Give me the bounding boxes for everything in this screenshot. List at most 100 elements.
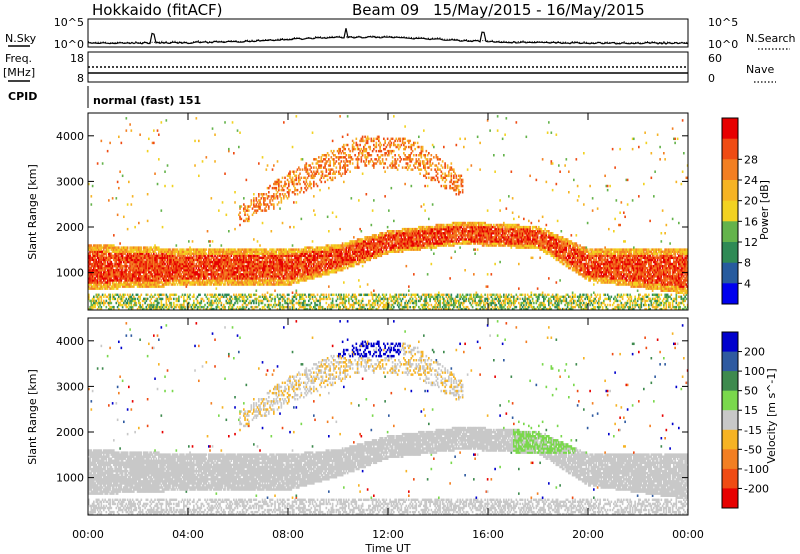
power-cell bbox=[235, 299, 238, 303]
power-cell bbox=[328, 273, 330, 276]
power-cell bbox=[314, 260, 316, 264]
power-cell bbox=[316, 262, 319, 266]
power-cell bbox=[249, 299, 251, 303]
power-cell bbox=[213, 283, 215, 286]
power-cell bbox=[299, 303, 301, 307]
power-cell bbox=[348, 307, 350, 311]
power-cell bbox=[133, 277, 135, 280]
power-cell bbox=[155, 307, 158, 311]
power-cell bbox=[284, 277, 286, 280]
power-cell bbox=[160, 281, 163, 284]
power-cell bbox=[314, 258, 316, 262]
power-cell bbox=[201, 275, 204, 278]
power-cell bbox=[98, 246, 100, 249]
power-cell bbox=[208, 264, 210, 268]
power-cell bbox=[194, 258, 196, 262]
power-cell bbox=[189, 248, 191, 251]
power-cell bbox=[325, 271, 328, 274]
power-cell bbox=[99, 301, 101, 305]
power-cell bbox=[266, 273, 269, 276]
power-cell bbox=[210, 295, 213, 299]
power-cell bbox=[169, 252, 171, 255]
power-cell bbox=[194, 252, 196, 255]
power-cell bbox=[294, 277, 296, 280]
power-cell bbox=[234, 191, 236, 194]
power-cell bbox=[283, 184, 285, 188]
power-cell bbox=[228, 256, 230, 260]
power-cell bbox=[239, 258, 241, 262]
power-cell bbox=[196, 295, 199, 299]
power-cell bbox=[186, 293, 189, 297]
power-cell bbox=[315, 166, 318, 169]
power-cell bbox=[130, 252, 133, 255]
power-cell bbox=[289, 248, 291, 251]
power-cell bbox=[325, 162, 328, 165]
power-cell bbox=[303, 279, 305, 282]
power-cell bbox=[356, 258, 359, 262]
power-cell bbox=[320, 269, 323, 272]
power-cell bbox=[133, 303, 135, 307]
power-cell bbox=[154, 285, 156, 288]
power-cell bbox=[248, 258, 250, 262]
power-cell bbox=[309, 277, 311, 280]
power-cell bbox=[93, 285, 95, 288]
power-cell bbox=[266, 279, 269, 282]
power-cell bbox=[348, 156, 350, 159]
power-cell bbox=[131, 260, 134, 264]
power-cell bbox=[236, 262, 239, 266]
power-cell bbox=[111, 197, 114, 200]
power-cell bbox=[90, 305, 93, 309]
power-cell bbox=[90, 301, 93, 305]
power-cell bbox=[104, 275, 106, 278]
power-cell bbox=[135, 279, 138, 282]
power-cell bbox=[329, 266, 331, 270]
power-cell bbox=[180, 283, 183, 286]
power-cell bbox=[291, 182, 294, 186]
power-cell bbox=[214, 293, 216, 297]
power-cell bbox=[310, 186, 313, 190]
power-cell bbox=[95, 287, 98, 290]
power-cell bbox=[264, 256, 266, 260]
power-cell bbox=[129, 277, 131, 280]
power-cell bbox=[224, 281, 226, 284]
power-cell bbox=[169, 281, 171, 284]
power-cell bbox=[239, 281, 241, 284]
power-cell bbox=[223, 266, 225, 270]
power-cell bbox=[168, 254, 170, 258]
power-cell bbox=[221, 269, 224, 272]
power-cell bbox=[184, 264, 186, 268]
power-cell bbox=[230, 271, 233, 274]
power-cell bbox=[269, 279, 271, 282]
power-cell bbox=[305, 303, 308, 307]
power-cell bbox=[271, 283, 274, 286]
power-cell bbox=[196, 277, 199, 280]
power-cell bbox=[156, 258, 159, 262]
power-cell bbox=[244, 254, 246, 258]
power-cell bbox=[321, 273, 324, 276]
power-cell bbox=[95, 275, 98, 278]
power-cell bbox=[258, 254, 260, 258]
power-cell bbox=[91, 297, 94, 301]
power-cell bbox=[250, 266, 253, 270]
power-cell bbox=[305, 271, 308, 274]
power-cell bbox=[251, 264, 254, 268]
power-cell bbox=[148, 248, 150, 251]
power-cell bbox=[344, 295, 346, 299]
power-cell bbox=[308, 260, 310, 264]
power-cell bbox=[289, 277, 291, 280]
power-cell bbox=[254, 205, 256, 208]
power-cell bbox=[110, 248, 113, 251]
power-cell bbox=[121, 299, 124, 303]
power-cell bbox=[155, 256, 158, 260]
power-cell bbox=[240, 217, 243, 221]
power-cell bbox=[134, 283, 136, 286]
power-cell bbox=[303, 271, 305, 274]
power-cell bbox=[209, 307, 211, 311]
power-cell bbox=[199, 260, 201, 264]
power-cell bbox=[339, 149, 341, 153]
power-cell bbox=[100, 258, 103, 262]
power-cell bbox=[169, 293, 171, 297]
power-cell bbox=[128, 285, 130, 288]
power-cell bbox=[278, 266, 280, 270]
power-cell bbox=[114, 262, 116, 266]
